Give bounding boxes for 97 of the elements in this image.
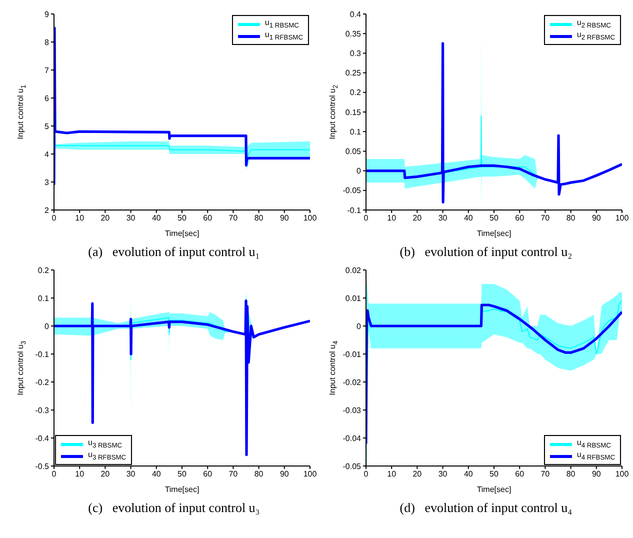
y-tick-label: 0.1 xyxy=(38,294,50,303)
x-tick-label: 50 xyxy=(178,214,187,223)
text: (c) evolution of input control u₃ xyxy=(87,500,261,516)
x-axis-title: Time[sec] xyxy=(476,485,512,494)
x-axis-title: Time[sec] xyxy=(164,229,200,238)
x-tick-label: 60 xyxy=(203,214,213,223)
text: (b) evolution of input control u₂ xyxy=(398,244,574,260)
y-tick-label: -0.4 xyxy=(35,434,50,443)
x-tick-label: 70 xyxy=(228,470,238,479)
y-tick-label: 8 xyxy=(44,38,50,47)
text: (a) evolution of input control u₁ xyxy=(87,244,261,260)
legend-label: u$_{3 RBSMC}$ xyxy=(88,438,122,450)
x-tick-label: 80 xyxy=(566,470,576,479)
x-tick-label: 100 xyxy=(615,470,630,479)
x-tick-label: 20 xyxy=(412,214,422,223)
x-tick-label: 0 xyxy=(364,214,369,223)
text: (d) evolution of input control u₄ xyxy=(398,500,574,516)
legend-label: u$_{1 RBSMC}$ xyxy=(264,18,299,30)
x-tick-label: 40 xyxy=(152,470,162,479)
y-tick-label: -0.5 xyxy=(35,462,50,471)
x-tick-label: 70 xyxy=(540,470,550,479)
legend-label: u$_{4 RFBSMC}$ xyxy=(576,450,615,462)
y-tick-label: 0.01 xyxy=(345,294,362,303)
legend-label: u$_{4 RBSMC}$ xyxy=(576,438,611,450)
line-series xyxy=(54,300,310,456)
y-tick-label: -0.05 xyxy=(342,462,362,471)
legend-label: u$_{2 RBSMC}$ xyxy=(576,18,611,30)
y-tick-label: -0.03 xyxy=(342,406,362,415)
y-tick-label: -0.1 xyxy=(347,206,362,215)
x-tick-label: 30 xyxy=(126,214,136,223)
y-tick-label: 0 xyxy=(356,322,362,331)
x-tick-label: 20 xyxy=(412,470,422,479)
y-tick-label: 5 xyxy=(44,122,50,131)
y-tick-label: -0.1 xyxy=(35,350,50,359)
y-tick-label: 0.05 xyxy=(345,147,362,156)
x-tick-label: 80 xyxy=(254,470,264,479)
y-tick-label: 0 xyxy=(44,322,50,331)
x-tick-label: 90 xyxy=(280,470,290,479)
legend-label: u$_{1 RFBSMC}$ xyxy=(264,30,303,42)
x-tick-label: 20 xyxy=(100,470,110,479)
y-tick-label: -0.3 xyxy=(35,406,50,415)
x-tick-label: 80 xyxy=(566,214,576,223)
x-tick-label: 60 xyxy=(515,470,525,479)
y-tick-label: 0.3 xyxy=(350,49,362,58)
x-tick-label: 50 xyxy=(178,470,187,479)
y-tick-label: 0.1 xyxy=(350,127,362,136)
x-axis-title: Time[sec] xyxy=(164,485,200,494)
x-tick-label: 0 xyxy=(52,214,57,223)
legend-label: u$_{3 RFBSMC}$ xyxy=(88,450,126,462)
x-tick-label: 20 xyxy=(100,214,110,223)
x-tick-label: 10 xyxy=(75,470,85,479)
y-tick-label: -0.2 xyxy=(35,378,50,387)
y-tick-label: -0.05 xyxy=(342,186,362,196)
x-tick-label: 40 xyxy=(152,214,162,223)
y-tick-label: 9 xyxy=(44,10,50,19)
x-tick-label: 60 xyxy=(515,214,525,223)
x-tick-label: 30 xyxy=(126,470,136,479)
y-tick-label: -0.02 xyxy=(342,378,362,387)
y-tick-label: 0.4 xyxy=(350,10,362,19)
x-tick-label: 70 xyxy=(228,214,238,223)
x-tick-label: 100 xyxy=(615,214,630,223)
x-tick-label: 10 xyxy=(387,214,397,223)
x-tick-label: 90 xyxy=(592,214,602,223)
x-tick-label: 30 xyxy=(438,214,448,223)
y-tick-label: 4 xyxy=(44,150,50,159)
x-tick-label: 10 xyxy=(387,470,397,479)
x-tick-label: 50 xyxy=(490,470,499,479)
x-tick-label: 90 xyxy=(280,214,290,223)
y-tick-label: 6 xyxy=(44,94,50,103)
x-tick-label: 100 xyxy=(303,470,318,479)
y-tick-label: 3 xyxy=(44,178,50,187)
y-tick-label: -0.04 xyxy=(342,434,362,443)
y-tick-label: 0.25 xyxy=(345,68,362,78)
x-tick-label: 100 xyxy=(303,214,318,223)
y-tick-label: 0.2 xyxy=(350,88,362,98)
x-tick-label: 40 xyxy=(464,470,474,479)
y-tick-label: 0 xyxy=(356,166,362,176)
y-tick-label: 0.15 xyxy=(345,108,362,117)
x-tick-label: 30 xyxy=(438,470,448,479)
x-tick-label: 70 xyxy=(540,214,550,223)
y-tick-label: -0.01 xyxy=(342,350,362,359)
x-tick-label: 0 xyxy=(364,470,369,479)
x-tick-label: 10 xyxy=(75,214,85,223)
y-tick-label: 7 xyxy=(44,66,50,75)
x-tick-label: 40 xyxy=(464,214,474,223)
x-tick-label: 50 xyxy=(490,214,499,223)
legend-label: u$_{2 RFBSMC}$ xyxy=(576,30,615,42)
y-tick-label: 0.02 xyxy=(345,266,362,275)
x-axis-title: Time[sec] xyxy=(476,229,512,238)
x-tick-label: 80 xyxy=(254,214,264,223)
x-tick-label: 0 xyxy=(52,470,57,479)
y-tick-label: 0.2 xyxy=(38,266,50,275)
x-tick-label: 60 xyxy=(203,470,213,479)
y-tick-label: 0.35 xyxy=(345,29,362,38)
y-tick-label: 2 xyxy=(44,206,50,215)
x-tick-label: 90 xyxy=(592,470,602,479)
line-series xyxy=(366,42,622,204)
